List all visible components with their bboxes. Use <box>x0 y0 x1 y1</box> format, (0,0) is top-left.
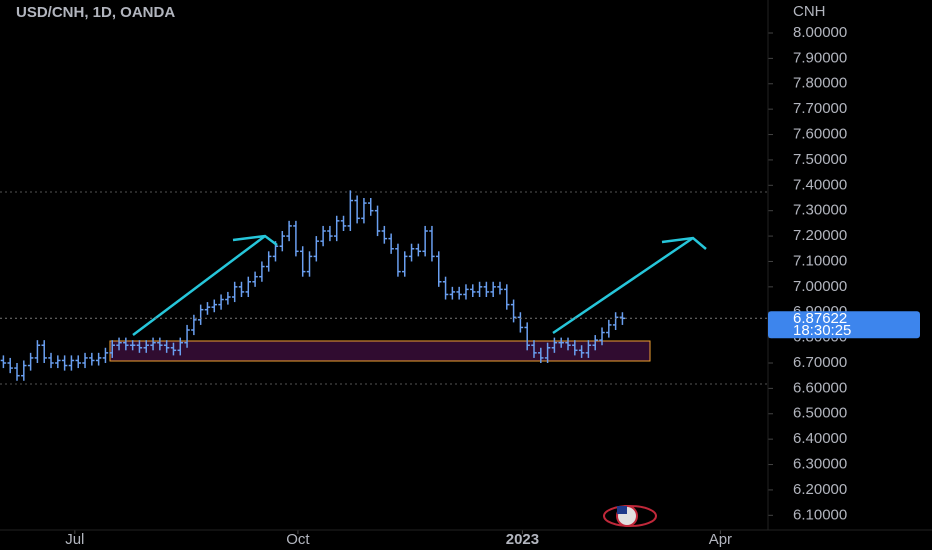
x-tick-label: 2023 <box>506 531 539 548</box>
y-tick-label: 7.40000 <box>793 176 847 193</box>
y-tick-label: 7.10000 <box>793 252 847 269</box>
y-tick-label: 7.60000 <box>793 126 847 143</box>
y-tick-label: 7.30000 <box>793 202 847 219</box>
x-tick-label: Apr <box>709 531 732 548</box>
chart-title: USD/CNH, 1D, OANDA <box>16 4 175 21</box>
y-tick-label: 6.60000 <box>793 379 847 396</box>
arrow-head <box>661 236 707 250</box>
last-price-label: 6.87622 <box>793 310 847 327</box>
last-price-box <box>768 311 920 339</box>
bars <box>0 190 626 381</box>
axis-label: CNH <box>793 3 826 20</box>
y-tick-label: 7.90000 <box>793 49 847 66</box>
arrow-head <box>232 234 278 246</box>
y-tick-label: 6.40000 <box>793 430 847 447</box>
x-tick-label: Oct <box>286 531 310 548</box>
y-tick-label: 7.70000 <box>793 100 847 117</box>
flag-icon <box>603 505 657 527</box>
y-tick-label: 6.50000 <box>793 405 847 422</box>
x-tick-label: Jul <box>65 531 84 548</box>
countdown-label: 18:30:25 <box>793 322 851 339</box>
y-tick-label: 6.30000 <box>793 456 847 473</box>
y-tick-label: 7.50000 <box>793 151 847 168</box>
arrow <box>552 236 694 335</box>
y-tick-label: 6.20000 <box>793 481 847 498</box>
y-tick-label: 7.00000 <box>793 278 847 295</box>
support-zone <box>109 340 651 362</box>
y-tick-label: 6.10000 <box>793 506 847 523</box>
y-tick-label: 7.20000 <box>793 227 847 244</box>
y-tick-label: 6.70000 <box>793 354 847 371</box>
y-tick-label: 8.00000 <box>793 24 847 41</box>
y-tick-label: 7.80000 <box>793 75 847 92</box>
